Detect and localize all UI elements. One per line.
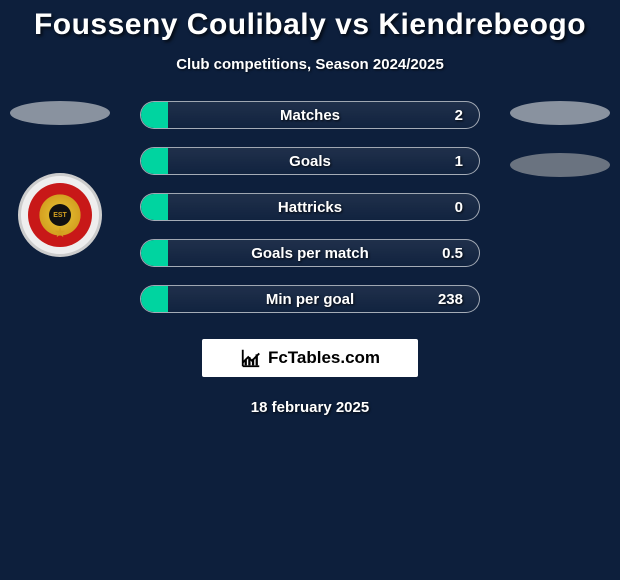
stat-fill (141, 148, 168, 174)
stat-value: 238 (438, 291, 463, 308)
stats-list: Matches 2 Goals 1 Hattricks 0 Goals per match 0… (140, 101, 480, 313)
stat-value: 0 (455, 199, 463, 216)
stat-bar: Hattricks 0 (140, 193, 480, 221)
stat-value: 0.5 (442, 245, 463, 262)
chart-icon (240, 347, 262, 369)
branding-badge: FcTables.com (202, 339, 418, 377)
stat-label: Min per goal (266, 291, 354, 308)
left-side-column: EST ★ (10, 101, 110, 257)
star-icon: ★ (54, 224, 67, 241)
player-oval-left (10, 101, 110, 125)
player-oval-right-1 (510, 101, 610, 125)
page-title: Fousseny Coulibaly vs Kiendrebeogo (0, 0, 620, 42)
club-logo-inner: EST ★ (28, 183, 92, 247)
right-side-column (510, 101, 610, 177)
stat-fill (141, 286, 168, 312)
stat-bar: Min per goal 238 (140, 285, 480, 313)
stat-fill (141, 102, 168, 128)
club-logo-center: EST (49, 204, 71, 226)
comparison-content: EST ★ Matches 2 Goals 1 Hattricks 0 Goals per … (0, 101, 620, 416)
stat-bar: Goals 1 (140, 147, 480, 175)
stat-fill (141, 194, 168, 220)
stat-label: Goals (289, 153, 331, 170)
stat-label: Hattricks (278, 199, 342, 216)
stat-value: 1 (455, 153, 463, 170)
stat-label: Goals per match (251, 245, 369, 262)
stat-value: 2 (455, 107, 463, 124)
stat-fill (141, 240, 168, 266)
stat-label: Matches (280, 107, 340, 124)
date-text: 18 february 2025 (0, 399, 620, 416)
branding-text: FcTables.com (268, 348, 380, 368)
club-logo-left: EST ★ (18, 173, 102, 257)
stat-bar: Goals per match 0.5 (140, 239, 480, 267)
player-oval-right-2 (510, 153, 610, 177)
stat-bar: Matches 2 (140, 101, 480, 129)
subtitle: Club competitions, Season 2024/2025 (0, 56, 620, 73)
